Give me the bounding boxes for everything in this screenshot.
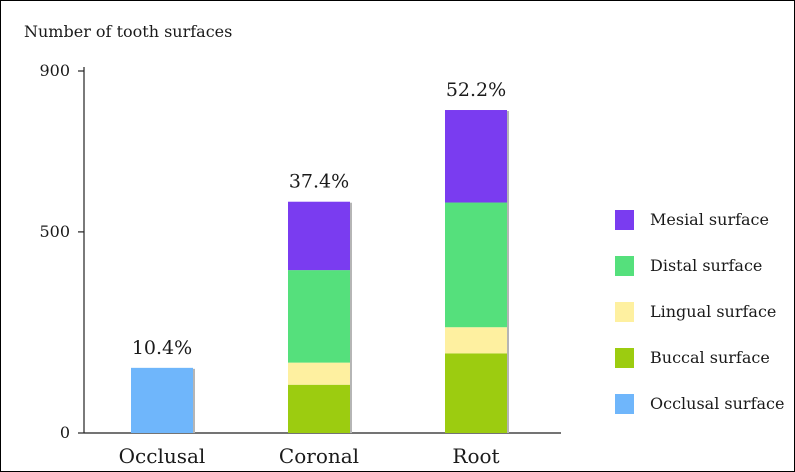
legend-label: Buccal surface [650,348,770,367]
bar-edge-shadow [350,202,352,433]
category-labels: Occlusal Coronal Root [119,444,500,468]
legend-swatch [615,348,634,368]
bar-labels: 10.4% 37.4% 52.2% [132,79,506,359]
legend: Mesial surface Distal surface Lingual surf… [615,210,784,414]
legend-swatch [615,256,634,276]
bars [131,110,509,433]
y-axis-label: Number of tooth surfaces [24,22,232,41]
legend-label: Mesial surface [650,210,769,229]
legend-swatch [615,210,634,230]
y-ticks: 0 500 900 [39,61,84,442]
bar-percent-label: 10.4% [132,337,192,359]
category-label-root: Root [452,444,499,468]
bar-segment-coronal-buccal [288,384,350,433]
legend-swatch [615,394,634,414]
y-tick-label: 900 [39,61,70,80]
bar-segment-coronal-lingual [288,362,350,385]
y-tick-label: 500 [39,222,70,241]
legend-label: Occlusal surface [650,394,784,413]
bar-edge-shadow [193,368,195,433]
bar-segment-occlusal-occlusal [131,367,193,433]
bar-segment-root-mesial [445,110,507,203]
bar-percent-label: 37.4% [289,171,349,193]
y-tick-label: 0 [60,423,70,442]
legend-label: Lingual surface [650,302,776,321]
bar-percent-label: 52.2% [446,79,506,101]
bar-segment-coronal-mesial [288,201,350,271]
category-label-coronal: Coronal [279,444,359,468]
bar-segment-coronal-distal [288,270,350,363]
bar-edge-shadow [507,111,509,433]
bar-segment-root-lingual [445,327,507,354]
legend-swatch [615,302,634,322]
bar-segment-root-buccal [445,353,507,433]
bar-segment-root-distal [445,202,507,328]
category-label-occlusal: Occlusal [119,444,206,468]
legend-label: Distal surface [650,256,762,275]
